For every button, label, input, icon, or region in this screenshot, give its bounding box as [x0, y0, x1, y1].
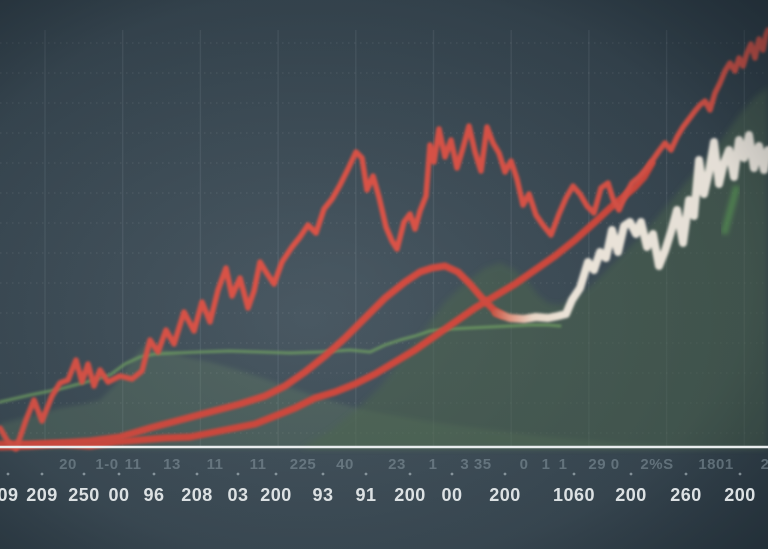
x-axis-tick-dot: [629, 472, 633, 476]
x-axis-tick-dot: [572, 472, 576, 476]
x-axis-tick-dot: [117, 472, 121, 476]
x-axis-label: 200: [260, 485, 292, 505]
x-axis-label: 91: [355, 485, 376, 505]
x-axis-faint-label: 1: [542, 456, 551, 473]
x-axis-faint-label: 2: [761, 456, 768, 473]
x-axis-label: 200: [394, 485, 426, 505]
x-axis-faint-label: 225: [290, 456, 317, 473]
x-axis-tick-dot: [408, 472, 412, 476]
x-axis-tick-dot: [195, 472, 199, 476]
x-axis-faint-label: 1: [429, 456, 438, 473]
x-axis-label: 260: [670, 485, 702, 505]
x-axis-faint-label: 11: [125, 456, 142, 473]
x-axis-faint-label: 40: [336, 456, 354, 473]
x-axis-tick-dot: [684, 472, 688, 476]
x-axis-label: 96: [143, 485, 164, 505]
x-axis-label: 1060: [553, 485, 595, 505]
x-axis-label: 250: [68, 485, 100, 505]
x-axis-label: 200: [615, 485, 647, 505]
x-axis-label: 03: [227, 485, 248, 505]
x-axis-tick-dot: [236, 472, 240, 476]
x-axis-faint-label: 1801: [698, 456, 733, 473]
x-axis-faint-label: 29 0: [588, 456, 619, 473]
x-axis-faint-label: 23: [388, 456, 406, 473]
x-axis-tick-dot: [82, 472, 86, 476]
x-axis-label: 208: [181, 485, 213, 505]
x-axis-tick-dot: [503, 472, 507, 476]
x-axis-label: 200: [724, 485, 756, 505]
x-axis-faint-label: 20: [59, 456, 77, 473]
x-axis-tick-dot: [364, 472, 368, 476]
x-axis-faint-label: 11: [207, 456, 224, 473]
x-axis-label: 209: [26, 485, 58, 505]
x-axis-label: 93: [312, 485, 333, 505]
x-axis-tick-dot: [274, 472, 278, 476]
x-axis-faint-label: 3 35: [460, 456, 491, 473]
x-axis-tick-dot: [40, 472, 44, 476]
x-axis-tick-dot: [738, 472, 742, 476]
x-axis-label: 00: [441, 485, 462, 505]
x-axis-faint-label: 1-0: [95, 456, 118, 473]
x-axis-label: 09: [0, 485, 19, 505]
x-axis-label: 00: [108, 485, 129, 505]
x-axis-label: 200: [489, 485, 521, 505]
x-axis-tick-dot: [152, 472, 156, 476]
x-axis-tick-dot: [321, 472, 325, 476]
x-axis-faint-label: 2%S: [640, 456, 673, 473]
x-axis-tick-dot: [6, 472, 10, 476]
x-axis-tick-dot: [450, 472, 454, 476]
x-axis-faint-label: 0: [520, 456, 529, 473]
x-axis-faint-label: 11: [250, 456, 267, 473]
x-axis-labels: 20 1-0 11 13 11 11 225 40 23 1 3 35 0 1 1 29 0 2%S 1801 2…: [0, 456, 768, 505]
x-axis-faint-label: 13: [163, 456, 181, 473]
x-axis-faint-label: 1: [559, 456, 568, 473]
